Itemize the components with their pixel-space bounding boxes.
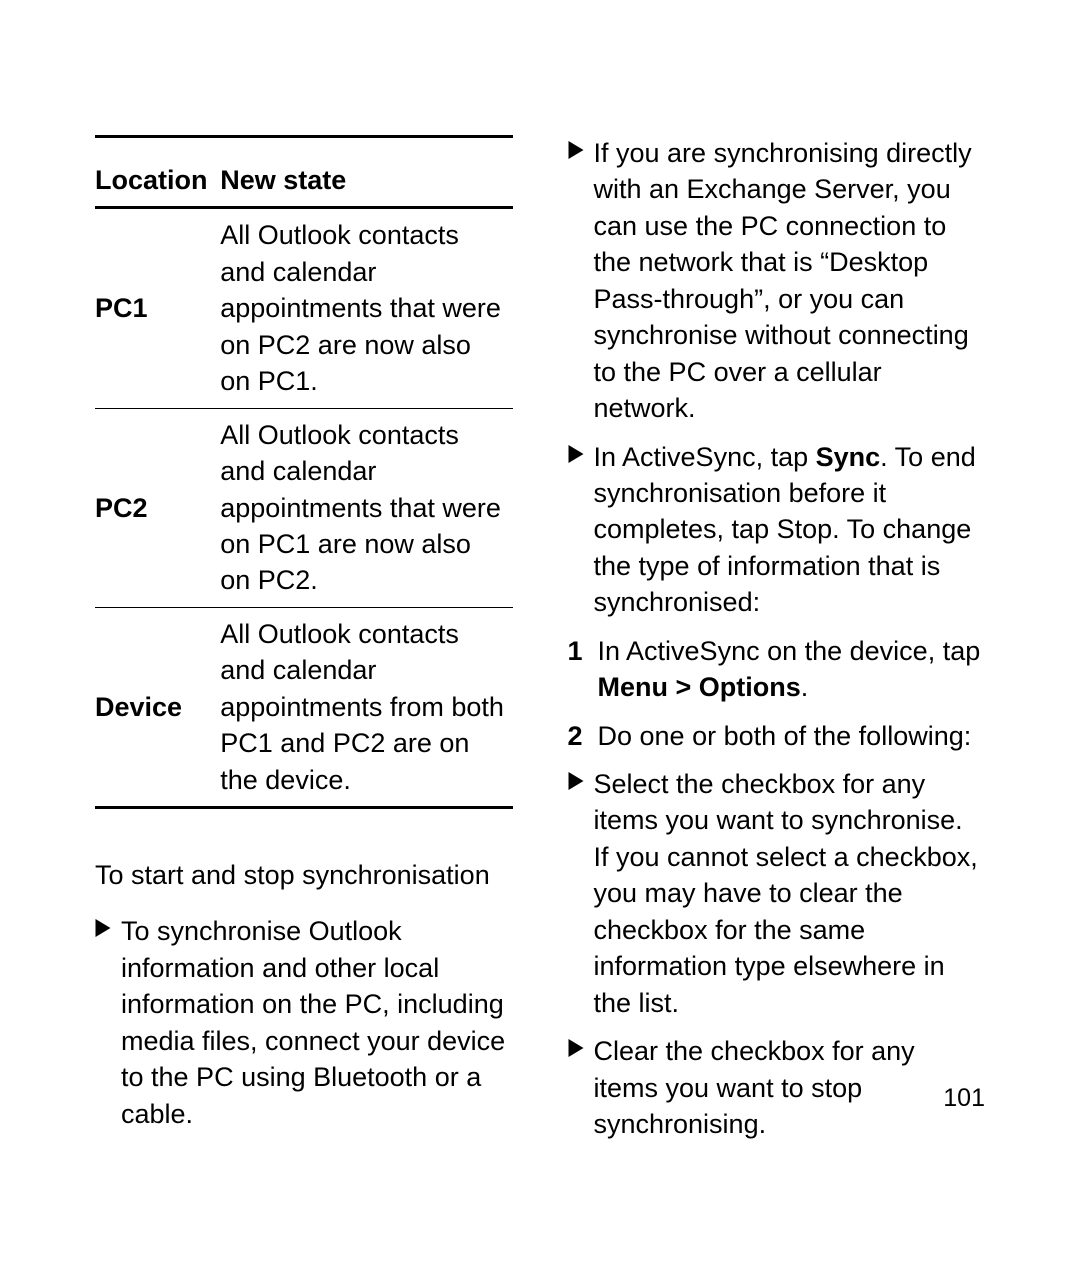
right-bullet-list-top: If you are synchronising directly with a… [568, 135, 986, 621]
triangle-icon [568, 439, 586, 621]
triangle-icon [568, 1033, 586, 1142]
cell-txt: All Outlook contacts and calendar appoin… [220, 608, 512, 806]
step-number: 1 [568, 633, 586, 706]
triangle-icon [568, 135, 586, 427]
cell-txt: All Outlook contacts and calendar appoin… [220, 409, 512, 608]
list-item: Clear the checkbox for any items you wan… [568, 1033, 986, 1142]
bullet-text: Select the checkbox for any items you wa… [594, 766, 986, 1021]
list-item: To synchronise Outlook information and o… [95, 913, 513, 1132]
bullet-text: If you are synchronising directly with a… [594, 135, 986, 427]
page-number: 101 [943, 1084, 985, 1113]
th-location: Location [95, 154, 220, 208]
location-state-table: Location New state PC1 All Outlook conta… [95, 135, 513, 809]
list-item: If you are synchronising directly with a… [568, 135, 986, 427]
right-bullet-list-bottom: Select the checkbox for any items you wa… [568, 766, 986, 1142]
bullet-text: Clear the checkbox for any items you wan… [594, 1033, 986, 1142]
numbered-steps: 1 In ActiveSync on the device, tap Menu … [568, 633, 986, 754]
table-row: PC2 All Outlook contacts and calendar ap… [95, 409, 513, 608]
bullet-text: To synchronise Outlook information and o… [121, 913, 513, 1132]
cell-loc: Device [95, 608, 220, 806]
section-subhead: To start and stop synchronisation [95, 857, 513, 893]
triangle-icon [568, 766, 586, 1021]
step-text: Do one or both of the following: [598, 718, 972, 754]
cell-txt: All Outlook contacts and calendar appoin… [220, 209, 512, 408]
left-bullet-list: To synchronise Outlook information and o… [95, 913, 513, 1132]
list-item: Select the checkbox for any items you wa… [568, 766, 986, 1021]
step-number: 2 [568, 718, 586, 754]
bullet-text: In ActiveSync, tap Sync. To end synchron… [594, 439, 986, 621]
cell-loc: PC2 [95, 409, 220, 608]
step-text: In ActiveSync on the device, tap Menu > … [598, 633, 986, 706]
list-item: 1 In ActiveSync on the device, tap Menu … [568, 633, 986, 706]
cell-loc: PC1 [95, 209, 220, 408]
list-item: 2 Do one or both of the following: [568, 718, 986, 754]
triangle-icon [95, 913, 113, 1132]
table-row: PC1 All Outlook contacts and calendar ap… [95, 209, 513, 408]
th-newstate: New state [220, 154, 512, 208]
list-item: In ActiveSync, tap Sync. To end synchron… [568, 439, 986, 621]
table-row: Device All Outlook contacts and calendar… [95, 608, 513, 806]
